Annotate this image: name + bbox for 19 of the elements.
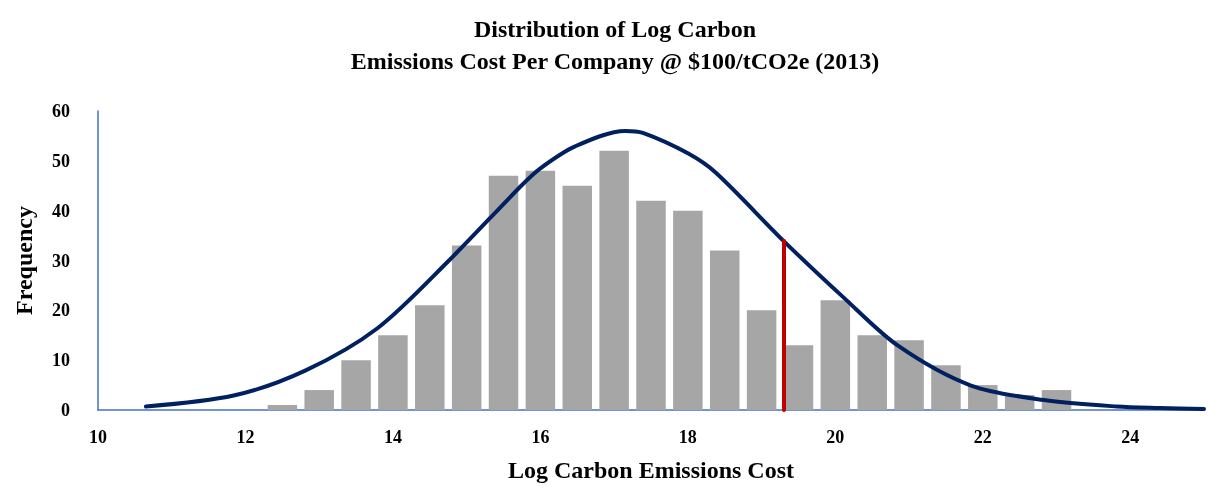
y-tick-label: 10 — [52, 350, 70, 371]
x-tick-label: 20 — [826, 427, 845, 447]
y-tick-label: 20 — [52, 300, 70, 321]
x-tick-label: 18 — [678, 427, 697, 447]
x-axis-title: Log Carbon Emissions Cost — [507, 457, 795, 483]
x-tick-label: 12 — [236, 427, 255, 447]
y-tick-label: 50 — [52, 150, 70, 171]
x-tick-label: 22 — [973, 427, 992, 447]
y-axis-title: Frequency — [11, 206, 37, 315]
y-tick-label: 30 — [52, 250, 70, 271]
x-tick-label: 14 — [383, 427, 402, 447]
x-tick-label: 16 — [531, 427, 550, 447]
y-tick-label: 40 — [52, 200, 70, 221]
y-tick-label: 60 — [52, 101, 70, 121]
x-tick-label: 10 — [89, 427, 107, 447]
x-tick-label: 24 — [1121, 427, 1140, 447]
y-tick-label: 0 — [61, 400, 70, 420]
chart-title: Distribution of Log Carbon Emissions Cost Per Company @ $100/tCO2e (2013) — [350, 16, 880, 75]
line-series — [143, 128, 1206, 411]
